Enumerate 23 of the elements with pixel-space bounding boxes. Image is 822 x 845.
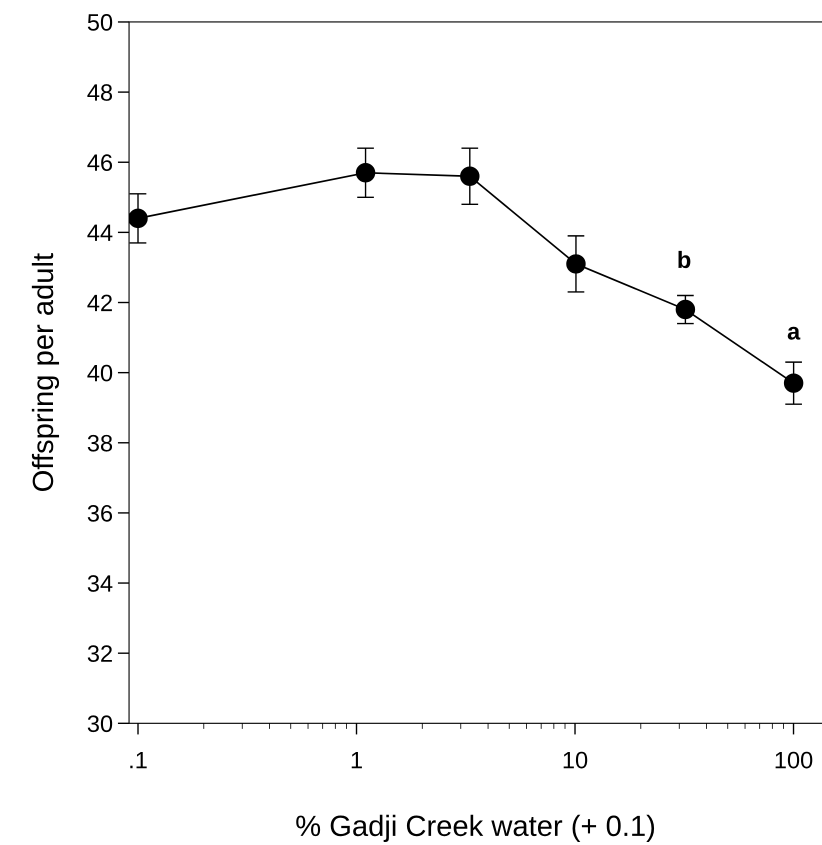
y-tick-label: 32 (88, 645, 112, 662)
y-tick-label: 38 (88, 434, 112, 452)
x-tick-label: .1 (130, 752, 147, 768)
x-tick-label: 100 (776, 752, 812, 768)
y-tick-label: 36 (88, 504, 112, 522)
point (676, 300, 696, 320)
annotation: a (788, 326, 800, 340)
y-tick-label: 42 (87, 294, 112, 312)
y-tick-label: 46 (87, 154, 112, 172)
y-tick-label: 44 (87, 224, 112, 241)
y-tick-label: 48 (87, 84, 112, 101)
annotation: b (678, 250, 690, 268)
x-axis-title: % Gadji Creek water (+ 0.1) (296, 814, 654, 842)
y-tick-label: 50 (88, 14, 112, 31)
x-tick-label: 1 (352, 752, 362, 768)
point (566, 254, 586, 274)
y-tick-label: 34 (88, 575, 112, 592)
point (784, 373, 804, 393)
y-tick-label: 30 (88, 715, 112, 732)
y-axis-title: Offspring per adult (32, 253, 60, 491)
x-tick-label: 10 (564, 752, 588, 768)
y-tick-label: 40 (87, 364, 112, 382)
point (460, 166, 480, 186)
